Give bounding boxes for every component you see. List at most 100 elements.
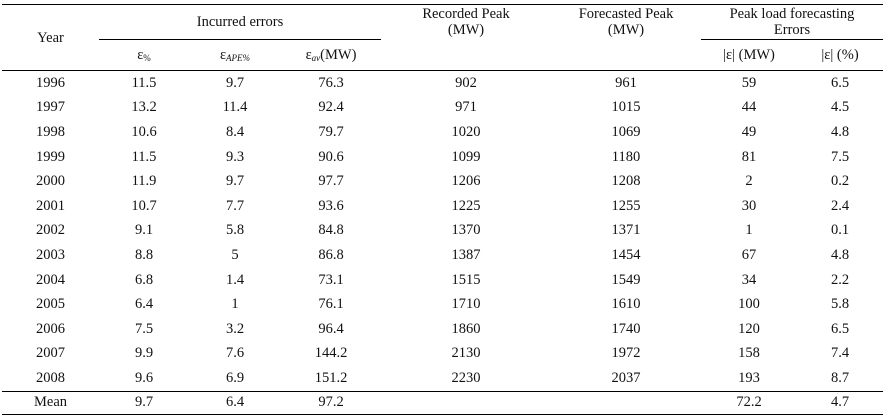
subheader-abs-pct: |ε| (%) xyxy=(821,46,859,63)
subheader-eps-percent: ε% xyxy=(137,46,151,63)
mean-cell-year: Mean xyxy=(2,390,99,415)
cell-eps-ape: 9.3 xyxy=(225,148,245,165)
cell-eps-av: 144.2 xyxy=(314,345,348,362)
table-row: 1999 11.5 9.3 90.6 1099 1180 81 7.5 xyxy=(2,145,883,170)
cell-recorded-peak: 1020 xyxy=(451,123,481,140)
cell-year: 2000 xyxy=(36,173,65,190)
cell-eps-av: 93.6 xyxy=(318,197,344,214)
table-row: 2004 6.8 1.4 73.1 1515 1549 34 2.2 xyxy=(2,268,883,293)
mean-cell-eps-ape: 6.4 xyxy=(189,390,281,415)
cell-eps-percent: 8.8 xyxy=(134,246,154,263)
cell-recorded-peak: 1710 xyxy=(451,296,481,313)
cell-eps-percent: 9.9 xyxy=(134,345,154,362)
cell-eps-percent: 13.2 xyxy=(131,99,157,116)
subheader-abs-mw: |ε| (MW) xyxy=(723,46,775,63)
cell-abs-mw: 120 xyxy=(738,320,760,337)
table-row: 2000 11.9 9.7 97.7 1206 1208 2 0.2 xyxy=(2,169,883,194)
table-row: 2007 9.9 7.6 144.2 2130 1972 158 7.4 xyxy=(2,342,883,367)
cell-recorded-peak: 1860 xyxy=(451,320,481,337)
cell-abs-mw: 158 xyxy=(738,345,760,362)
cell-abs-mw: 30 xyxy=(741,197,757,214)
subheader-forecasted-empty xyxy=(551,40,701,71)
cell-eps-ape: 9.7 xyxy=(225,173,245,190)
cell-eps-ape: 9.7 xyxy=(225,74,245,91)
cell-abs-mw: 49 xyxy=(741,123,757,140)
cell-abs-mw: 2 xyxy=(745,173,753,190)
cell-forecasted-peak: 1972 xyxy=(611,345,641,362)
cell-eps-percent: 6.4 xyxy=(134,296,154,313)
cell-forecasted-peak: 1255 xyxy=(611,197,641,214)
cell-eps-percent: 11.9 xyxy=(131,173,157,190)
cell-recorded-peak: 2230 xyxy=(451,369,481,386)
cell-eps-ape: 1.4 xyxy=(225,271,245,288)
cell-eps-av: 84.8 xyxy=(318,222,344,239)
cell-eps-percent: 6.8 xyxy=(134,271,154,288)
cell-abs-pct: 4.8 xyxy=(830,123,850,140)
cell-eps-ape: 7.7 xyxy=(225,197,245,214)
cell-year: 1997 xyxy=(36,99,65,116)
cell-eps-av: 97.7 xyxy=(318,173,344,190)
subheader-eps-av: εav(MW) xyxy=(305,46,357,63)
table-row: 2008 9.6 6.9 151.2 2230 2037 193 8.7 xyxy=(2,366,883,391)
cell-abs-mw: 59 xyxy=(741,74,757,91)
cell-year: 2008 xyxy=(36,369,65,386)
cell-abs-pct: 4.5 xyxy=(830,99,850,116)
cell-abs-mw: 193 xyxy=(738,369,760,386)
cell-recorded-peak: 1225 xyxy=(451,197,481,214)
peak-load-error-table: Year Incurred errors Recorded Peak (MW) … xyxy=(2,4,884,415)
cell-recorded-peak: 971 xyxy=(455,99,477,116)
mean-cell-abs-pct: 4.7 xyxy=(797,390,884,415)
cell-eps-av: 86.8 xyxy=(318,246,344,263)
table-row: 2005 6.4 1 76.1 1710 1610 100 5.8 xyxy=(2,292,883,317)
cell-year: 1996 xyxy=(36,74,65,91)
cell-forecasted-peak: 1549 xyxy=(611,271,641,288)
cell-abs-mw: 100 xyxy=(738,296,760,313)
cell-abs-pct: 0.2 xyxy=(830,173,850,190)
cell-abs-pct: 7.5 xyxy=(830,148,850,165)
cell-abs-pct: 7.4 xyxy=(830,345,850,362)
cell-forecasted-peak: 961 xyxy=(615,74,637,91)
cell-forecasted-peak: 1371 xyxy=(611,222,641,239)
mean-cell-eps-av: 97.2 xyxy=(281,390,382,415)
cell-abs-pct: 4.8 xyxy=(830,246,850,263)
cell-eps-av: 76.3 xyxy=(318,74,344,91)
cell-forecasted-peak: 1069 xyxy=(611,123,641,140)
cell-eps-av: 79.7 xyxy=(318,123,344,140)
cell-eps-percent: 11.5 xyxy=(131,148,157,165)
cell-abs-pct: 8.7 xyxy=(830,369,850,386)
cell-recorded-peak: 1206 xyxy=(451,173,481,190)
cell-recorded-peak: 2130 xyxy=(451,345,481,362)
cell-recorded-peak: 902 xyxy=(455,74,477,91)
cell-forecasted-peak: 2037 xyxy=(611,369,641,386)
cell-eps-percent: 10.7 xyxy=(131,197,157,214)
cell-abs-mw: 44 xyxy=(741,99,757,116)
cell-year: 2004 xyxy=(36,271,65,288)
cell-eps-av: 76.1 xyxy=(318,296,344,313)
table-body: 1996 11.5 9.7 76.3 902 961 59 6.5 1997 13.2 11.4 92… xyxy=(2,71,884,415)
mean-cell-eps-percent: 9.7 xyxy=(99,390,189,415)
cell-recorded-peak: 1387 xyxy=(451,246,481,263)
header-year: Year xyxy=(2,4,99,71)
cell-forecasted-peak: 1180 xyxy=(611,148,641,165)
cell-eps-percent: 11.5 xyxy=(131,74,157,91)
mean-cell-abs-mw: 72.2 xyxy=(701,390,798,415)
cell-forecasted-peak: 1740 xyxy=(611,320,641,337)
cell-eps-ape: 7.6 xyxy=(225,345,245,362)
header-incurred-errors: Incurred errors xyxy=(99,4,382,40)
cell-year: 2003 xyxy=(36,246,65,263)
cell-forecasted-peak: 1454 xyxy=(611,246,641,263)
header-recorded-peak: Recorded Peak (MW) xyxy=(422,6,510,39)
cell-abs-mw: 34 xyxy=(741,271,757,288)
cell-year: 2006 xyxy=(36,320,65,337)
cell-eps-percent: 10.6 xyxy=(131,123,157,140)
cell-forecasted-peak: 1015 xyxy=(611,99,641,116)
header-peak-forecasting-errors: Peak load forecasting Errors xyxy=(701,4,884,40)
cell-eps-percent: 9.1 xyxy=(134,222,154,239)
table-row: 1998 10.6 8.4 79.7 1020 1069 49 4.8 xyxy=(2,120,883,145)
table-row: 1996 11.5 9.7 76.3 902 961 59 6.5 xyxy=(2,71,883,96)
cell-eps-percent: 7.5 xyxy=(134,320,154,337)
cell-eps-percent: 9.6 xyxy=(134,369,154,386)
table-row: 1997 13.2 11.4 92.4 971 1015 44 4.5 xyxy=(2,96,883,121)
table-row: 2006 7.5 3.2 96.4 1860 1740 120 6.5 xyxy=(2,317,883,342)
cell-eps-av: 90.6 xyxy=(318,148,344,165)
